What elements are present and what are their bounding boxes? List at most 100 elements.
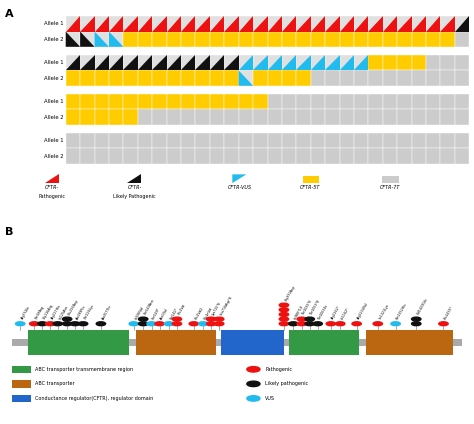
Bar — [325, 94, 339, 109]
Bar — [195, 31, 210, 47]
Bar — [383, 133, 397, 148]
Bar — [267, 31, 282, 47]
Bar — [397, 109, 411, 125]
Circle shape — [279, 312, 289, 316]
Bar — [339, 55, 354, 70]
Polygon shape — [80, 31, 94, 47]
Bar — [426, 148, 440, 164]
Polygon shape — [152, 16, 166, 31]
Circle shape — [46, 322, 55, 326]
Polygon shape — [166, 55, 181, 70]
Bar — [383, 148, 397, 164]
Bar — [368, 55, 383, 70]
Bar — [411, 133, 426, 148]
Circle shape — [289, 322, 298, 326]
Bar — [66, 70, 80, 86]
Bar — [267, 55, 282, 70]
Bar — [282, 148, 296, 164]
Bar — [311, 70, 325, 86]
Bar — [426, 70, 440, 86]
Polygon shape — [80, 16, 94, 31]
Circle shape — [279, 303, 289, 307]
Text: Ile1321Lys: Ile1321Lys — [378, 303, 390, 320]
Circle shape — [63, 317, 72, 321]
Bar — [166, 133, 181, 148]
Circle shape — [16, 322, 25, 326]
Bar — [426, 16, 440, 31]
Text: Allele 1: Allele 1 — [44, 99, 64, 104]
Circle shape — [172, 322, 182, 326]
Bar — [289, 329, 359, 355]
Polygon shape — [239, 70, 253, 86]
Bar — [440, 94, 455, 109]
Circle shape — [155, 322, 164, 326]
Polygon shape — [123, 16, 138, 31]
Bar — [109, 94, 123, 109]
Circle shape — [189, 322, 199, 326]
Polygon shape — [94, 55, 109, 70]
Bar — [339, 148, 354, 164]
Bar — [12, 380, 31, 388]
Text: CFTR-7T: CFTR-7T — [380, 185, 401, 190]
Circle shape — [138, 317, 148, 321]
Bar — [123, 70, 138, 86]
Text: Ala199Pro: Ala199Pro — [75, 304, 87, 320]
Bar — [138, 55, 152, 70]
Bar — [267, 148, 282, 164]
Bar — [325, 31, 339, 47]
Polygon shape — [339, 16, 354, 31]
Bar — [303, 176, 319, 183]
Bar — [123, 55, 138, 70]
Bar — [80, 31, 94, 47]
Bar — [220, 329, 284, 355]
Bar — [166, 94, 181, 109]
Bar — [440, 16, 455, 31]
Bar — [109, 133, 123, 148]
Circle shape — [391, 322, 401, 326]
Bar — [383, 109, 397, 125]
Bar — [325, 55, 339, 70]
Bar — [282, 94, 296, 109]
Bar — [440, 109, 455, 125]
Polygon shape — [224, 55, 239, 70]
Text: Conductance regulator(CFTR), regulator domain: Conductance regulator(CFTR), regulator d… — [35, 396, 154, 401]
Circle shape — [247, 367, 260, 372]
Text: Arg117His: Arg117His — [50, 304, 62, 320]
Bar — [123, 31, 138, 47]
Circle shape — [279, 317, 289, 321]
Bar — [311, 55, 325, 70]
Bar — [368, 109, 383, 125]
Bar — [166, 55, 181, 70]
Bar — [411, 70, 426, 86]
Text: Allele 2: Allele 2 — [44, 75, 64, 81]
Bar — [339, 133, 354, 148]
Bar — [411, 16, 426, 31]
Text: Gln98Arg: Gln98Arg — [34, 305, 46, 320]
Bar — [224, 70, 239, 86]
Polygon shape — [94, 16, 109, 31]
Text: CFTR-5T: CFTR-5T — [300, 185, 320, 190]
Bar — [195, 94, 210, 109]
Polygon shape — [195, 55, 210, 70]
Circle shape — [207, 322, 216, 326]
Bar — [253, 55, 267, 70]
Bar — [296, 70, 311, 86]
Bar — [94, 31, 109, 47]
Bar — [325, 16, 339, 31]
Text: Pathogenic: Pathogenic — [265, 367, 292, 372]
Bar — [239, 16, 253, 31]
Bar — [253, 133, 267, 148]
Text: Ser549*: Ser549* — [152, 307, 162, 320]
Bar — [311, 133, 325, 148]
Polygon shape — [325, 55, 339, 70]
Polygon shape — [253, 55, 267, 70]
Bar — [94, 70, 109, 86]
Bar — [282, 70, 296, 86]
Bar — [397, 31, 411, 47]
Polygon shape — [138, 55, 152, 70]
Bar — [383, 94, 397, 109]
Polygon shape — [152, 55, 166, 70]
Bar — [94, 148, 109, 164]
Bar — [138, 148, 152, 164]
Bar — [181, 31, 195, 47]
